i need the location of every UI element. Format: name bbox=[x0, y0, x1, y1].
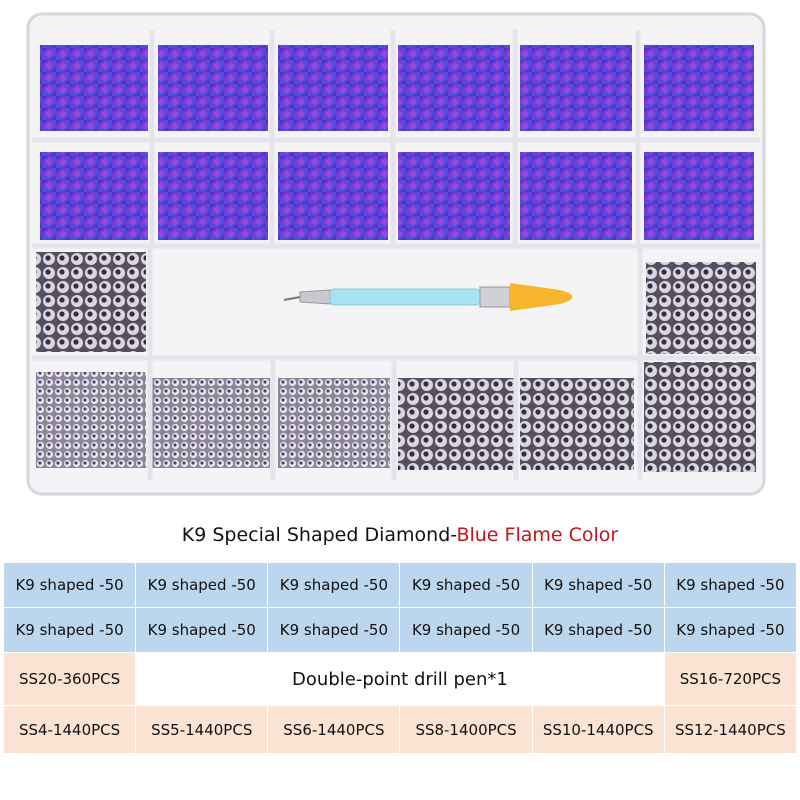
cell: K9 shaped -50 bbox=[663, 562, 798, 608]
table-row: K9 shaped -50 K9 shaped -50 K9 shaped -5… bbox=[2, 607, 798, 653]
cell: K9 shaped -50 bbox=[663, 607, 798, 653]
title: K9 Special Shaped Diamond-Blue Flame Col… bbox=[0, 524, 800, 546]
table-row: SS4-1440PCS SS5-1440PCS SS6-1440PCS SS8-… bbox=[2, 705, 798, 754]
cell: K9 shaped -50 bbox=[2, 562, 137, 608]
gem-compartments bbox=[40, 45, 754, 240]
cell: SS16-720PCS bbox=[663, 652, 798, 706]
cell: SS12-1440PCS bbox=[663, 705, 798, 754]
cell: SS5-1440PCS bbox=[135, 705, 269, 754]
cell: K9 shaped -50 bbox=[399, 607, 533, 653]
spec-table: K9 shaped -50 K9 shaped -50 K9 shaped -5… bbox=[2, 562, 798, 754]
rhinestone-compartments bbox=[36, 252, 756, 472]
title-text: K9 Special Shaped Diamond- bbox=[181, 524, 457, 546]
title-highlight: Blue Flame Color bbox=[456, 524, 619, 546]
cell: SS20-360PCS bbox=[2, 652, 137, 706]
cell: K9 shaped -50 bbox=[531, 562, 665, 608]
dividers bbox=[32, 30, 760, 480]
cell: K9 shaped -50 bbox=[2, 607, 137, 653]
cell: K9 shaped -50 bbox=[267, 562, 401, 608]
cell: SS8-1400PCS bbox=[399, 705, 533, 754]
cell: Double-point drill pen*1 bbox=[135, 652, 665, 706]
drill-pen bbox=[283, 283, 573, 311]
product-photo bbox=[26, 12, 766, 496]
cell: K9 shaped -50 bbox=[135, 562, 269, 608]
cell: K9 shaped -50 bbox=[267, 607, 401, 653]
cell: K9 shaped -50 bbox=[135, 607, 269, 653]
table-row: K9 shaped -50 K9 shaped -50 K9 shaped -5… bbox=[2, 562, 798, 608]
cell: K9 shaped -50 bbox=[399, 562, 533, 608]
cell: SS4-1440PCS bbox=[2, 705, 137, 754]
cell: K9 shaped -50 bbox=[531, 607, 665, 653]
cell: SS10-1440PCS bbox=[531, 705, 665, 754]
cell: SS6-1440PCS bbox=[267, 705, 401, 754]
table-row: SS20-360PCS Double-point drill pen*1 SS1… bbox=[2, 652, 798, 706]
